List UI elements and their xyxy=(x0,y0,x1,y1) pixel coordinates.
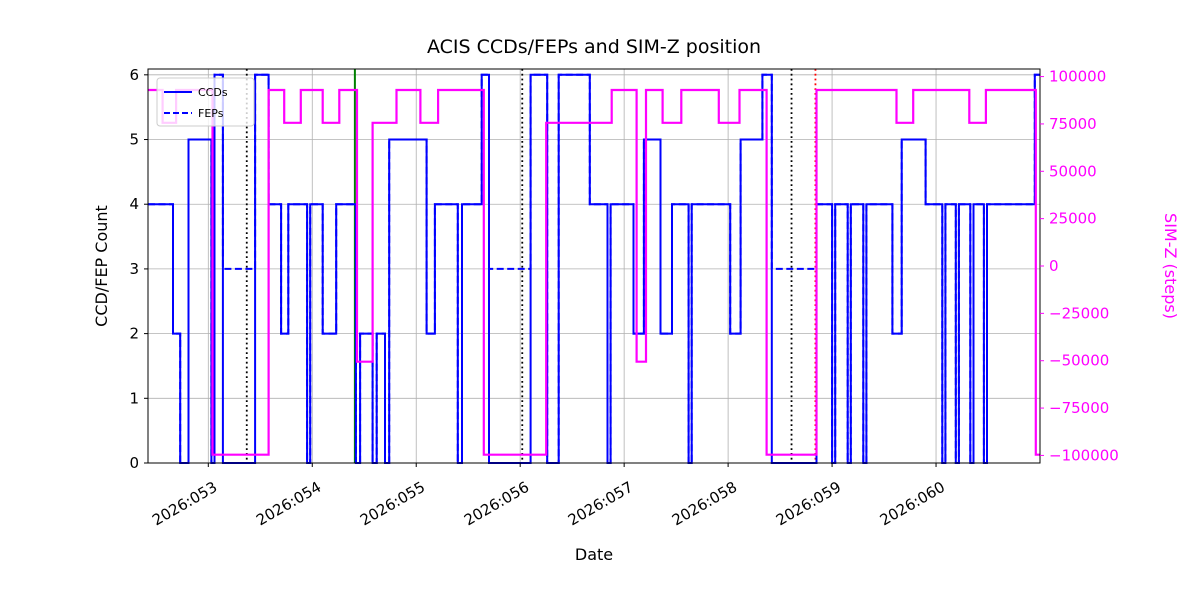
x-tick-label: 2026:053 xyxy=(149,478,220,530)
right-y-axis-title: SIM-Z (steps) xyxy=(1161,213,1180,319)
left-tick-label: 2 xyxy=(129,325,139,343)
right-tick-label: −25000 xyxy=(1049,304,1109,322)
left-y-axis-title: CCD/FEP Count xyxy=(92,205,111,327)
left-tick-label: 5 xyxy=(129,131,139,149)
x-axis-title: Date xyxy=(575,545,613,564)
legend-label-ccds: CCDs xyxy=(198,86,228,99)
legend-box xyxy=(156,77,255,127)
x-tick-label: 2026:060 xyxy=(877,478,948,530)
right-tick-label: 25000 xyxy=(1049,210,1097,228)
right-tick-label: −75000 xyxy=(1049,399,1109,417)
data-series xyxy=(148,73,1040,464)
x-tick-label: 2026:055 xyxy=(357,478,428,530)
right-tick-label: 50000 xyxy=(1049,162,1097,180)
right-tick-label: 75000 xyxy=(1049,115,1097,133)
right-tick-label: 100000 xyxy=(1049,68,1106,86)
right-tick-label: 0 xyxy=(1049,257,1059,275)
chart-title: ACIS CCDs/FEPs and SIM-Z position xyxy=(427,36,761,58)
x-tick-label: 2026:058 xyxy=(669,478,740,530)
left-tick-label: 3 xyxy=(129,260,139,278)
sim-z-line xyxy=(148,88,1040,456)
legend-label-feps: FEPs xyxy=(198,107,224,120)
left-tick-label: 0 xyxy=(129,454,139,472)
right-tick-label: −50000 xyxy=(1049,352,1109,370)
x-tick-label: 2026:057 xyxy=(565,478,636,530)
right-tick-label: −100000 xyxy=(1049,446,1119,464)
left-tick-label: 6 xyxy=(129,66,139,84)
left-tick-label: 1 xyxy=(129,389,139,407)
legend: CCDs FEPs xyxy=(156,77,255,127)
left-tick-label: 4 xyxy=(129,195,139,213)
x-tick-label: 2026:059 xyxy=(773,478,844,530)
x-tick-label: 2026:056 xyxy=(461,478,532,530)
x-tick-label: 2026:054 xyxy=(253,478,324,530)
ccds-line xyxy=(148,73,1040,464)
